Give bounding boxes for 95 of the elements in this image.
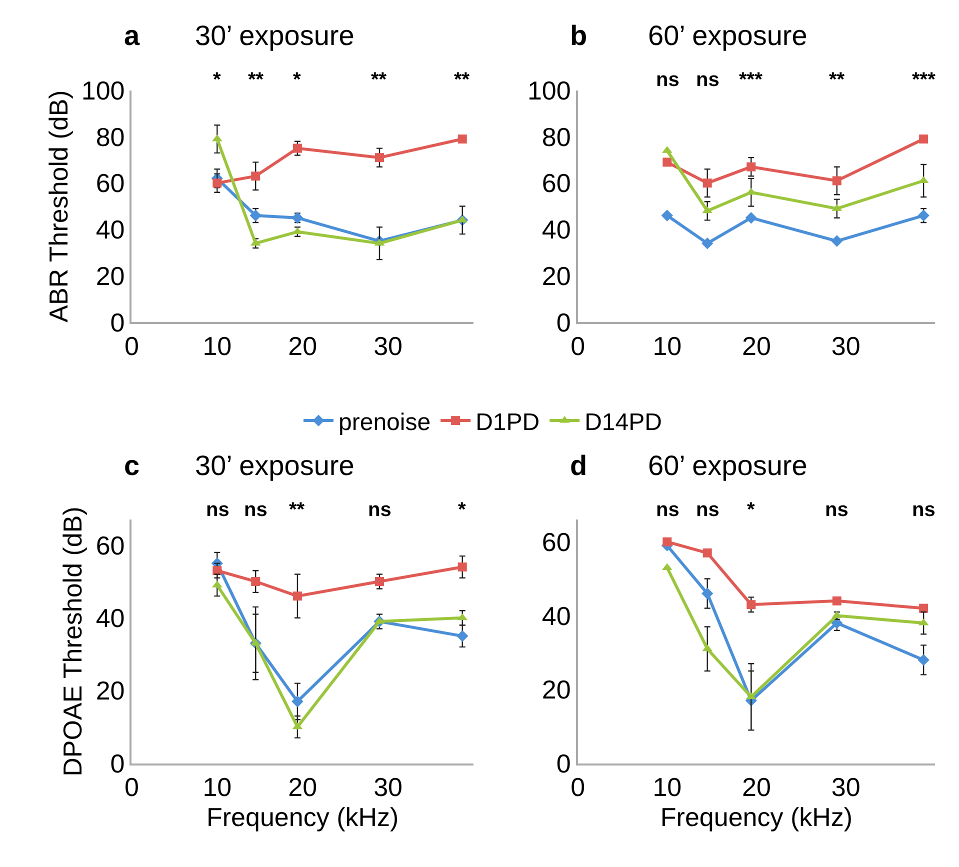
x-tick-label: 10 <box>202 331 232 362</box>
annotation: ns <box>825 499 848 521</box>
x-tick-label: 30 <box>374 331 403 362</box>
x-tick-label: 10 <box>652 772 682 802</box>
annotation: ns <box>912 499 936 521</box>
y-tick-label: 80 <box>542 122 571 152</box>
annotation: ns <box>696 69 720 91</box>
x-tick-label: 20 <box>742 331 771 362</box>
legend-label: D1PD <box>476 408 540 436</box>
point <box>661 210 673 222</box>
annotation: *** <box>739 69 763 91</box>
point <box>702 588 714 600</box>
text: b <box>570 20 588 51</box>
y-tick-label: 20 <box>96 676 125 706</box>
point <box>251 577 260 586</box>
point <box>250 210 262 222</box>
point <box>918 654 930 666</box>
y-tick-label: 60 <box>542 526 571 557</box>
x-tick-label: 20 <box>288 772 318 802</box>
x-axis-title: Frequency (kHz) <box>660 802 853 832</box>
point <box>374 577 384 586</box>
annotation: * <box>213 69 221 91</box>
x-tick-label: 30 <box>374 772 403 802</box>
y-tick-label: 0 <box>110 748 125 778</box>
point <box>292 144 302 153</box>
annotation: ** <box>248 69 264 91</box>
legend-label: D14PD <box>584 408 662 436</box>
legend-label: prenoise <box>338 408 431 436</box>
y-tick-label: 20 <box>542 674 571 705</box>
point <box>292 592 302 601</box>
point <box>831 235 843 247</box>
point <box>745 212 757 224</box>
x-tick-label: 30 <box>831 772 860 802</box>
point <box>212 178 222 188</box>
y-tick-label: 0 <box>556 307 571 338</box>
point <box>832 176 842 186</box>
point <box>919 604 928 613</box>
x-tick-label: 10 <box>652 331 682 362</box>
chart-title: 60’ exposure <box>648 450 808 481</box>
annotation: *** <box>912 69 936 91</box>
y-tick-label: 60 <box>542 168 571 198</box>
y-tick-label: 60 <box>96 530 125 560</box>
point <box>251 172 260 181</box>
x-tick-label: 20 <box>742 772 771 802</box>
x-tick-label: 30 <box>831 331 860 362</box>
annotation: ** <box>454 69 470 91</box>
annotation: ns <box>244 499 268 521</box>
y-tick-label: 20 <box>96 260 125 291</box>
y-tick-label: 40 <box>96 602 125 633</box>
point <box>832 596 842 606</box>
y-tick-label: 40 <box>542 600 571 631</box>
y-tick-label: 40 <box>542 214 571 245</box>
annotation: ** <box>289 499 305 521</box>
point <box>292 696 304 708</box>
text: a <box>124 20 140 51</box>
chart-title: 60’ exposure <box>648 20 808 51</box>
annotation: ns <box>696 499 720 521</box>
annotation: ns <box>656 69 680 91</box>
annotation: ns <box>206 499 230 521</box>
point <box>702 238 714 250</box>
annotation: ** <box>829 69 845 91</box>
point <box>746 162 756 172</box>
y-axis-title: ABR Threshold (dB) <box>43 90 74 322</box>
y-tick-label: 0 <box>556 748 571 778</box>
y-tick-label: 20 <box>542 260 571 291</box>
y-tick-label: 40 <box>96 214 125 245</box>
annotation: ** <box>371 69 387 91</box>
x-tick-label: 20 <box>288 331 318 362</box>
y-tick-label: 60 <box>96 168 125 198</box>
point <box>702 548 712 558</box>
point <box>374 153 384 162</box>
y-tick-label: 100 <box>527 75 571 106</box>
annotation: * <box>458 499 466 521</box>
point <box>662 158 672 167</box>
y-axis-title: DPOAE Threshold (dB) <box>58 506 88 776</box>
annotation: * <box>293 69 301 91</box>
annotation: * <box>747 499 755 521</box>
point <box>456 630 468 642</box>
y-tick-label: 80 <box>96 122 125 152</box>
text: d <box>570 450 588 481</box>
text: c <box>124 450 140 481</box>
point <box>746 600 756 610</box>
point <box>458 562 467 572</box>
point <box>458 134 467 144</box>
point <box>919 134 928 144</box>
point <box>702 178 712 188</box>
chart-title: 30’ exposure <box>195 450 354 481</box>
chart-title: 30’ exposure <box>195 20 354 51</box>
annotation: ns <box>656 499 680 521</box>
y-tick-label: 100 <box>81 75 125 106</box>
annotation: ns <box>368 499 392 521</box>
x-tick-label: 10 <box>202 772 232 802</box>
point <box>662 537 672 546</box>
x-axis-title: Frequency (kHz) <box>206 802 399 832</box>
y-tick-label: 0 <box>110 307 125 338</box>
